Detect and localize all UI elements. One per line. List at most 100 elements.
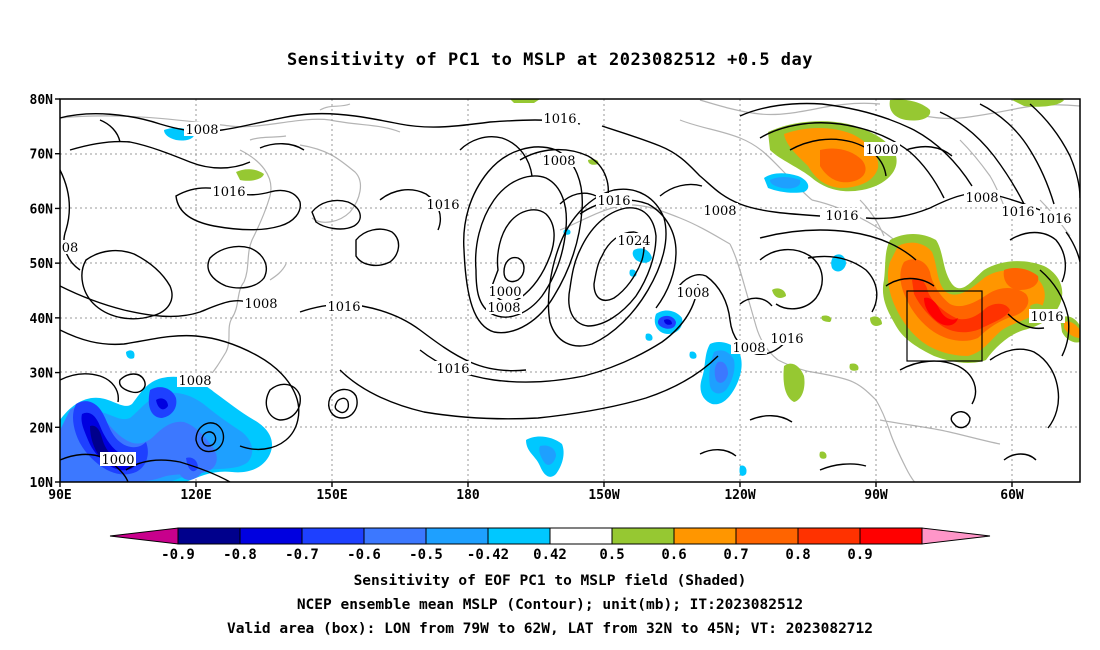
y-tick-label: 60N	[30, 202, 54, 217]
colorbar-label: 0.6	[661, 547, 686, 563]
contour-label-bg	[616, 233, 652, 247]
colorbar-label: -0.8	[223, 547, 257, 563]
contour-label-bg	[425, 197, 461, 211]
contour-label-bg	[769, 331, 805, 345]
contour-label: 1016	[327, 300, 360, 315]
colorbar-label: 0.8	[785, 547, 810, 563]
contour-label: 1016	[825, 209, 858, 224]
colorbar-label: -0.7	[285, 547, 319, 563]
colorbar-extend-high	[921, 527, 991, 545]
colorbar-label: 0.42	[533, 547, 567, 563]
colorbar-swatch	[177, 527, 241, 545]
contour-label: 1016	[1038, 212, 1071, 227]
colorbar-swatch	[735, 527, 799, 545]
colorbar-swatch	[673, 527, 737, 545]
y-tick-label: 50N	[30, 257, 54, 272]
footer-line-1: Sensitivity of EOF PC1 to MSLP field (Sh…	[353, 573, 747, 589]
x-axis: 90E 120E 150E 180 150W 120W 90W 60W	[48, 482, 1024, 503]
contour-label-bg	[542, 111, 578, 125]
y-tick-label: 10N	[30, 476, 54, 491]
contour-label-bg	[541, 153, 577, 167]
x-tick-label: 180	[456, 488, 480, 503]
contour-label-bg	[435, 361, 471, 375]
contour-label: 1008	[542, 154, 575, 169]
contour-label-bg	[60, 240, 80, 254]
contour-label-bg	[824, 208, 860, 222]
contour-label: 1016	[1001, 205, 1034, 220]
colorbar-extend-low	[109, 527, 179, 545]
colorbar-swatch	[239, 527, 303, 545]
contour-label-bg	[177, 373, 213, 387]
colorbar-label: 0.7	[723, 547, 748, 563]
contour-label-bg	[731, 340, 767, 354]
x-tick-label: 120E	[180, 488, 211, 503]
plot-title: Sensitivity of PC1 to MSLP at 2023082512…	[286, 50, 813, 70]
contour-label: 1008	[703, 204, 736, 219]
colorbar-swatch	[859, 527, 923, 545]
contour-label-bg	[964, 190, 1000, 204]
contour-label: 1000	[101, 453, 134, 468]
contour-label-bg	[243, 296, 279, 310]
contour-label-bg	[1000, 204, 1036, 218]
x-tick-label: 150E	[316, 488, 347, 503]
contour-label: 1008	[185, 123, 218, 138]
colorbar-label: 0.5	[599, 547, 624, 563]
contour-label-bg	[1037, 211, 1073, 225]
contour-label-bg	[702, 203, 738, 217]
contour-label-bg	[100, 452, 136, 466]
x-tick-label: 90W	[864, 488, 888, 503]
contour-label: 1016	[1030, 310, 1063, 325]
colorbar-label: -0.5	[409, 547, 443, 563]
colorbar: -0.9 -0.8 -0.7 -0.6 -0.5 -0.42 0.42 0.5 0.6 0.7 0.…	[109, 527, 991, 563]
colorbar-swatch	[797, 527, 861, 545]
contour-label: 1016	[426, 198, 459, 213]
footer-line-3: Valid area (box): LON from 79W to 62W, L…	[226, 621, 873, 637]
contour-label: 1016	[597, 194, 630, 209]
colorbar-label: -0.9	[161, 547, 195, 563]
y-tick-label: 80N	[30, 93, 54, 108]
contour-label: 1016	[770, 332, 803, 347]
colorbar-label: 0.9	[847, 547, 872, 563]
colorbar-swatch	[487, 527, 551, 545]
x-tick-label: 60W	[1000, 488, 1024, 503]
contour-label-bg	[486, 300, 522, 314]
y-tick-label: 40N	[30, 312, 54, 327]
colorbar-swatch	[363, 527, 427, 545]
x-tick-label: 90E	[48, 488, 71, 503]
contour-label: 1024	[617, 234, 650, 249]
contour-label-bg	[864, 142, 900, 156]
contour-label-bg	[326, 299, 362, 313]
colorbar-swatch	[425, 527, 489, 545]
contour-label: 1016	[543, 112, 576, 127]
contour-label: 1016	[212, 185, 245, 200]
contour-label-bg	[487, 284, 523, 298]
y-axis: 80N 70N 60N 50N 40N 30N 20N 10N	[30, 93, 60, 491]
contour-label: 08	[62, 241, 79, 256]
contour-label: 1000	[488, 285, 521, 300]
contour-label: 1008	[178, 374, 211, 389]
y-tick-label: 20N	[30, 421, 54, 436]
colorbar-label: -0.42	[467, 547, 509, 563]
contour-label: 1008	[732, 341, 765, 356]
contour-label-bg	[596, 193, 632, 207]
plot-frame	[59, 98, 1081, 483]
x-tick-label: 120W	[724, 488, 755, 503]
contour-label: 1000	[865, 143, 898, 158]
contour-label: 1008	[487, 301, 520, 316]
contour-label: 1008	[965, 191, 998, 206]
contour-label-bg	[211, 184, 247, 198]
colorbar-swatch	[549, 527, 613, 545]
contour-label-bg	[184, 122, 220, 136]
positive-shading	[236, 99, 1080, 459]
y-tick-label: 70N	[30, 148, 54, 163]
colorbar-swatch	[301, 527, 365, 545]
footer-line-2: NCEP ensemble mean MSLP (Contour); unit(…	[296, 597, 804, 613]
x-tick-label: 150W	[588, 488, 619, 503]
colorbar-label: -0.6	[347, 547, 381, 563]
y-tick-label: 30N	[30, 367, 54, 382]
contour-label: 1008	[244, 297, 277, 312]
contour-label: 1016	[436, 362, 469, 377]
colorbar-swatch	[611, 527, 675, 545]
